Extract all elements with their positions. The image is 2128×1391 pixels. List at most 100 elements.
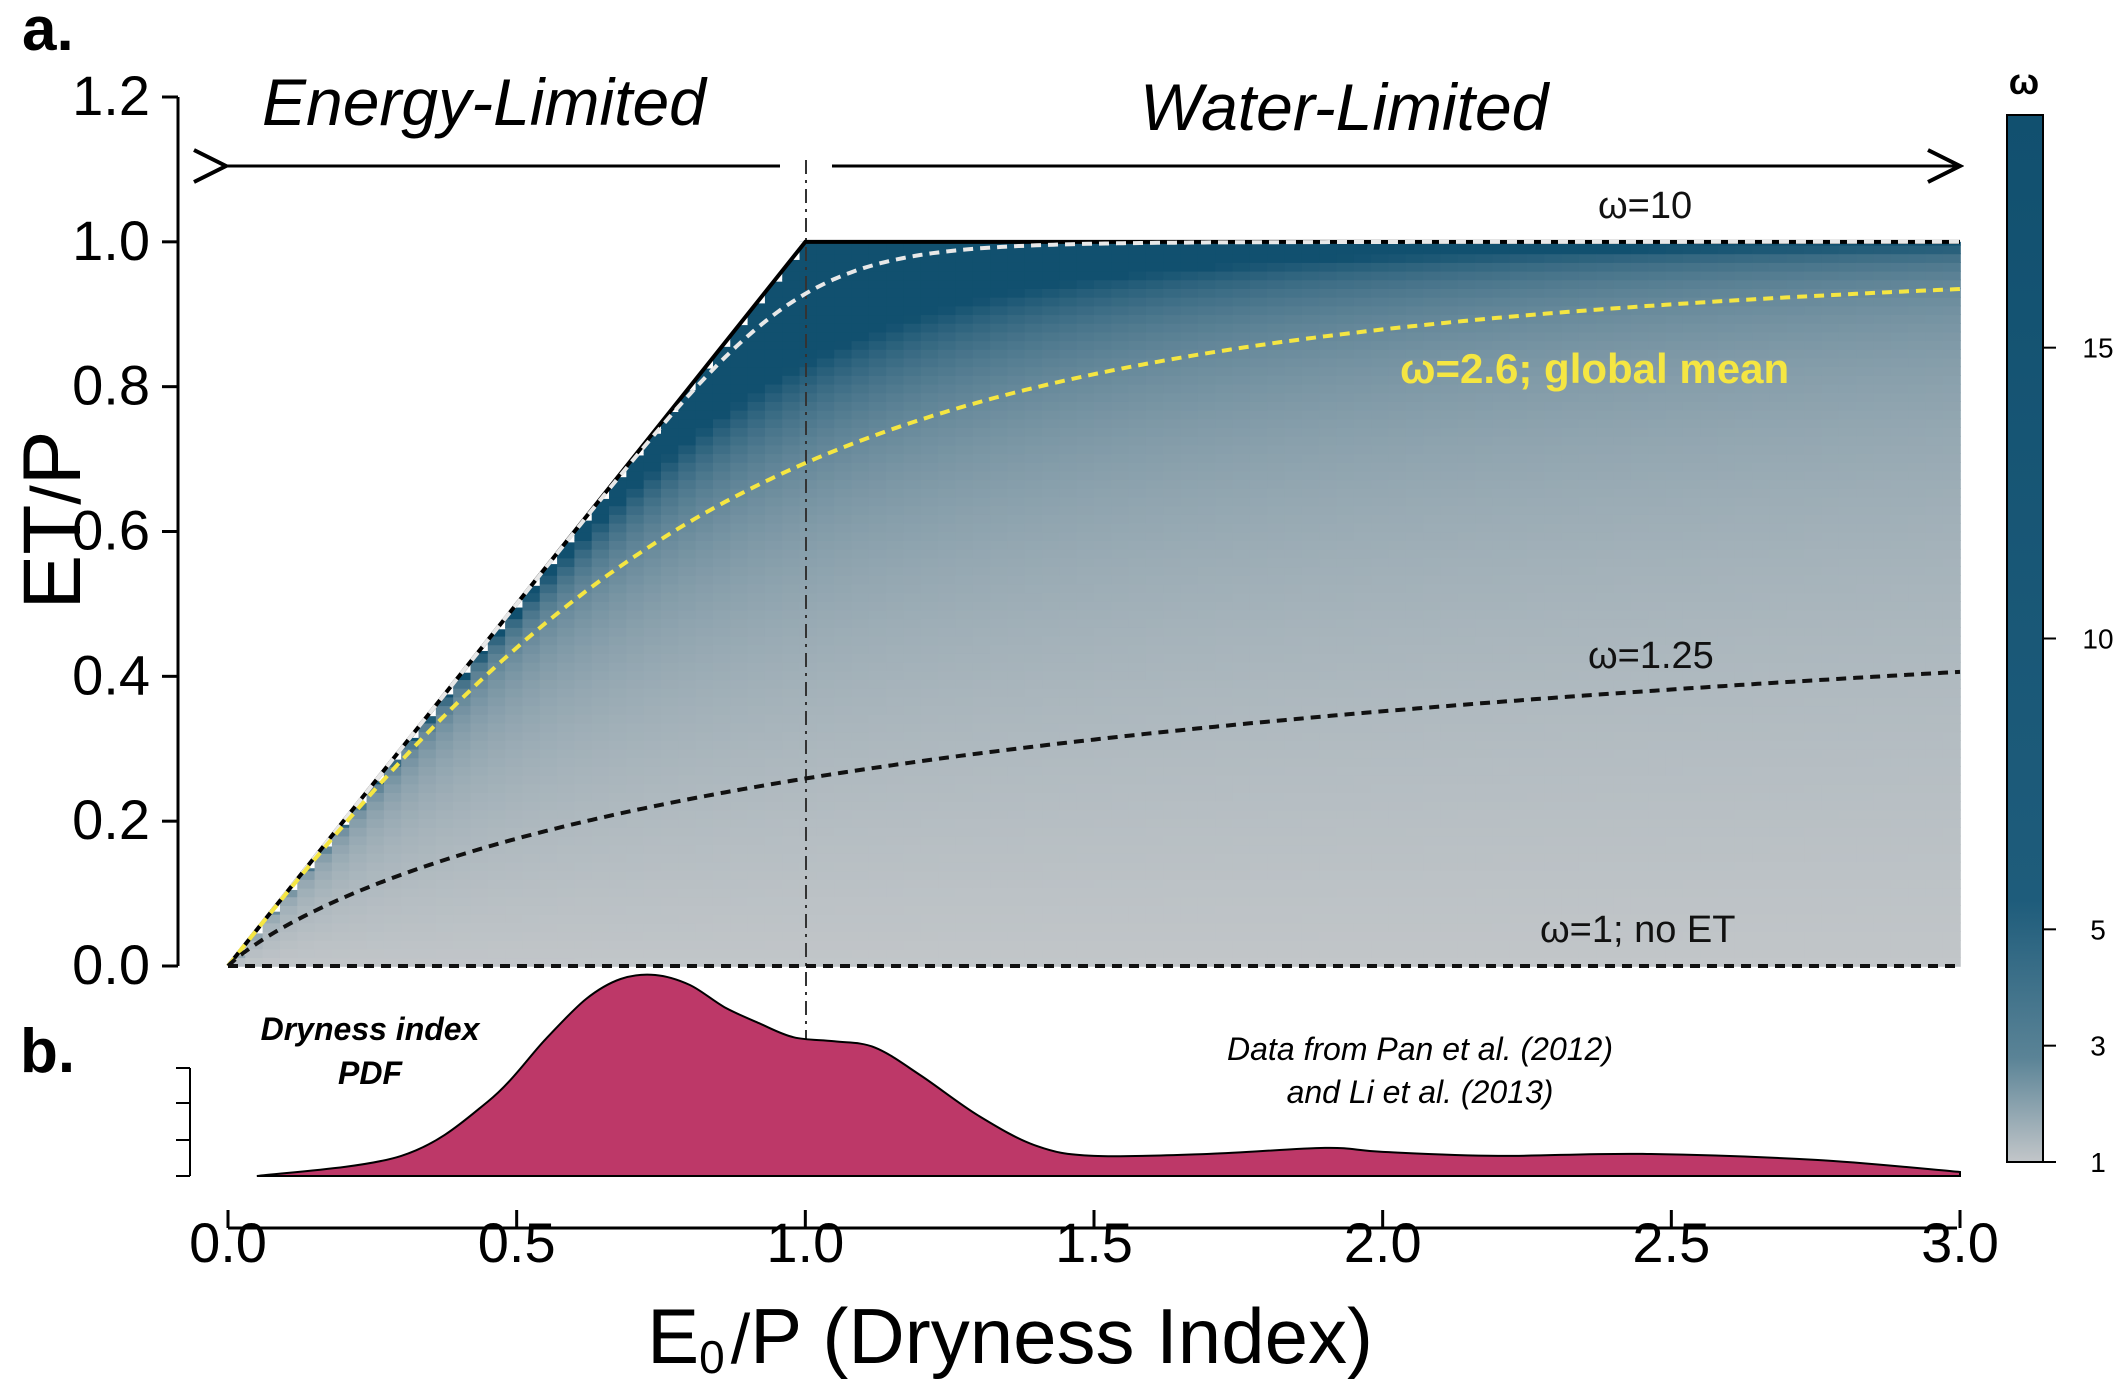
heat-cell (1076, 253, 1095, 263)
heat-cell (1094, 913, 1113, 924)
heat-cell (505, 809, 524, 820)
heat-cell (782, 740, 801, 750)
heat-cell (1371, 809, 1390, 820)
heat-cell (1267, 444, 1286, 455)
heat-cell (1232, 557, 1251, 568)
heat-cell (1128, 835, 1147, 846)
heat-cell (730, 461, 749, 472)
heat-cell (1180, 835, 1199, 846)
heat-cell (539, 574, 558, 585)
heat-cell (1319, 887, 1338, 898)
heat-cell (435, 861, 454, 872)
heat-cell (886, 244, 905, 255)
heat-cell (972, 592, 991, 602)
heat-cell (1007, 366, 1026, 376)
heat-cell (868, 913, 887, 924)
heat-cell (245, 957, 264, 967)
heat-cell (1301, 861, 1320, 872)
heat-cell (1042, 401, 1061, 411)
heat-cell (920, 861, 939, 872)
heat-cell (470, 826, 489, 837)
heat-cell (1371, 427, 1390, 437)
heat-cell (1042, 601, 1061, 611)
heat-cell (920, 409, 939, 420)
heat-cell (868, 818, 887, 828)
heat-cell (1527, 740, 1546, 750)
heat-cell (799, 618, 818, 628)
heat-cell (349, 905, 368, 915)
heat-cell (331, 826, 351, 837)
heat-cell (747, 861, 766, 872)
heat-cell (383, 887, 402, 898)
heat-cell (1371, 270, 1390, 281)
heat-cell (1180, 314, 1199, 324)
heat-cell (383, 861, 402, 872)
heat-cell (1457, 392, 1476, 402)
heat-cell (505, 696, 524, 707)
heat-cell (747, 357, 766, 368)
heat-cell (1457, 939, 1476, 950)
heat-cell (1301, 679, 1320, 689)
heat-cell (1180, 922, 1199, 933)
heat-cell (1215, 705, 1234, 715)
heat-cell (1042, 635, 1061, 646)
heat-cell (1388, 253, 1407, 263)
heat-cell (1509, 800, 1528, 811)
heat-cell (938, 322, 957, 333)
heat-cell (1128, 887, 1147, 898)
heat-cell (1215, 461, 1234, 472)
heat-cell (730, 470, 749, 481)
heat-cell (1353, 548, 1372, 559)
heat-cell (1336, 279, 1355, 289)
heat-cell (1128, 435, 1147, 446)
heat-cell (903, 383, 922, 394)
heat-cell (435, 748, 454, 759)
heat-cell (1388, 470, 1407, 481)
heat-cell (1440, 635, 1459, 646)
heat-cell (747, 496, 766, 507)
heat-cell (1111, 435, 1130, 446)
heat-cell (868, 409, 887, 420)
heat-cell (695, 896, 714, 906)
heat-cell (401, 861, 420, 872)
heat-cell (574, 853, 593, 863)
heat-cell (1475, 557, 1494, 568)
heat-cell (1371, 948, 1390, 959)
heat-cell (1163, 296, 1182, 307)
heat-cell (868, 444, 887, 455)
heat-cell (1267, 731, 1286, 741)
heat-cell (1111, 340, 1130, 350)
heat-cell (591, 931, 610, 941)
heat-cell (695, 427, 714, 437)
heat-cell (886, 931, 905, 941)
heat-cell (1457, 444, 1476, 455)
heat-cell (1249, 722, 1268, 733)
heat-cell (747, 722, 766, 733)
heat-cell (938, 340, 957, 350)
heat-cell (1423, 592, 1442, 602)
heat-cell (886, 740, 905, 750)
heat-cell (1284, 766, 1303, 776)
heat-cell (626, 766, 645, 776)
heat-cell (886, 948, 905, 959)
heat-cell (1457, 818, 1476, 828)
heat-cell (1475, 279, 1494, 289)
heat-cell (712, 653, 732, 663)
heat-cell (522, 931, 541, 941)
heat-cell (366, 905, 385, 915)
heat-cell (851, 792, 870, 802)
heat-cell (1059, 296, 1078, 307)
heat-cell (1232, 939, 1251, 950)
heat-cell (1284, 783, 1303, 793)
heat-cell (903, 488, 922, 498)
heat-cell (1284, 896, 1303, 906)
heat-cell (1024, 531, 1043, 541)
heat-cell (1111, 461, 1130, 472)
heat-cell (1007, 740, 1026, 750)
heat-cell (1336, 661, 1355, 672)
heat-cell (1094, 296, 1113, 307)
heat-cell (816, 800, 835, 811)
heat-cell (1492, 757, 1511, 767)
heat-cell (1284, 514, 1303, 524)
heat-cell (661, 566, 680, 576)
